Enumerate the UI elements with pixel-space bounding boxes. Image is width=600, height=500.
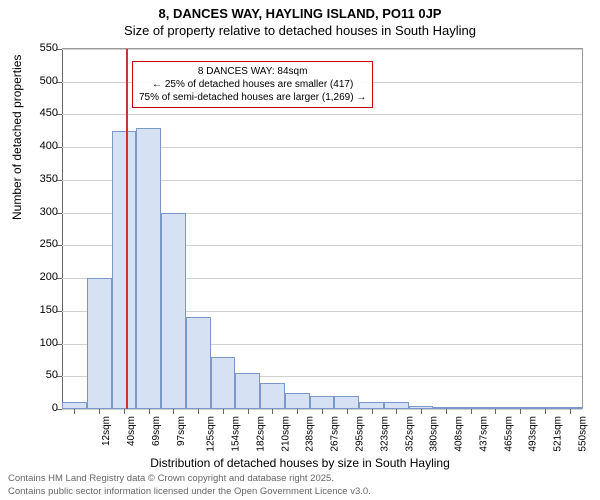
- xtick-mark: [248, 409, 249, 414]
- histogram-bar: [211, 357, 236, 409]
- xtick-mark: [74, 409, 75, 414]
- xtick-mark: [545, 409, 546, 414]
- xtick-label: 550sqm: [577, 416, 588, 452]
- xtick-mark: [272, 409, 273, 414]
- xtick-mark: [297, 409, 298, 414]
- xtick-mark: [520, 409, 521, 414]
- x-axis-label: Distribution of detached houses by size …: [0, 456, 600, 470]
- xtick-mark: [99, 409, 100, 414]
- xtick-mark: [471, 409, 472, 414]
- annotation-line: 75% of semi-detached houses are larger (…: [139, 91, 366, 104]
- xtick-mark: [149, 409, 150, 414]
- histogram-bar: [87, 278, 112, 409]
- ytick-label: 250: [18, 238, 58, 250]
- xtick-mark: [347, 409, 348, 414]
- histogram-bar: [136, 128, 161, 409]
- xtick-label: 437sqm: [478, 416, 489, 452]
- xtick-label: 267sqm: [330, 416, 341, 452]
- histogram-bar: [112, 131, 137, 409]
- gridline: [62, 114, 582, 115]
- plot-area: 8 DANCES WAY: 84sqm← 25% of detached hou…: [62, 48, 583, 409]
- histogram-bar: [235, 373, 260, 409]
- xtick-mark: [446, 409, 447, 414]
- histogram-bar: [161, 213, 186, 409]
- footer-line1: Contains HM Land Registry data © Crown c…: [8, 473, 371, 485]
- chart-container: 8, DANCES WAY, HAYLING ISLAND, PO11 0JP …: [0, 0, 600, 500]
- xtick-label: 210sqm: [280, 416, 291, 452]
- xtick-label: 154sqm: [231, 416, 242, 452]
- footer-attribution: Contains HM Land Registry data © Crown c…: [8, 473, 371, 498]
- xtick-label: 493sqm: [528, 416, 539, 452]
- marker-line: [126, 49, 128, 409]
- xtick-mark: [570, 409, 571, 414]
- xtick-label: 97sqm: [176, 416, 187, 446]
- ytick-label: 200: [18, 271, 58, 283]
- annotation-line: ← 25% of detached houses are smaller (41…: [139, 78, 366, 91]
- xtick-label: 465sqm: [503, 416, 514, 452]
- xtick-mark: [124, 409, 125, 414]
- xtick-mark: [421, 409, 422, 414]
- chart-title-main: 8, DANCES WAY, HAYLING ISLAND, PO11 0JP: [0, 0, 600, 21]
- xtick-label: 40sqm: [126, 416, 137, 446]
- gridline: [62, 49, 582, 50]
- xtick-label: 182sqm: [256, 416, 267, 452]
- ytick-label: 550: [18, 42, 58, 54]
- xtick-mark: [198, 409, 199, 414]
- xtick-mark: [173, 409, 174, 414]
- xtick-mark: [322, 409, 323, 414]
- annotation-box: 8 DANCES WAY: 84sqm← 25% of detached hou…: [132, 61, 373, 108]
- histogram-bar: [285, 393, 310, 409]
- xtick-label: 323sqm: [379, 416, 390, 452]
- footer-line2: Contains public sector information licen…: [8, 486, 371, 498]
- ytick-label: 400: [18, 140, 58, 152]
- xtick-label: 521sqm: [553, 416, 564, 452]
- xtick-mark: [372, 409, 373, 414]
- ytick-label: 50: [18, 369, 58, 381]
- annotation-line: 8 DANCES WAY: 84sqm: [139, 65, 366, 78]
- histogram-bar: [310, 396, 335, 409]
- ytick-label: 500: [18, 75, 58, 87]
- ytick-label: 150: [18, 304, 58, 316]
- histogram-bar: [260, 383, 285, 409]
- xtick-label: 69sqm: [151, 416, 162, 446]
- xtick-mark: [396, 409, 397, 414]
- xtick-label: 408sqm: [454, 416, 465, 452]
- xtick-label: 238sqm: [305, 416, 316, 452]
- xtick-label: 352sqm: [404, 416, 415, 452]
- chart-title-sub: Size of property relative to detached ho…: [0, 21, 600, 38]
- xtick-label: 295sqm: [355, 416, 366, 452]
- histogram-bar: [334, 396, 359, 409]
- xtick-label: 380sqm: [429, 416, 440, 452]
- xtick-mark: [223, 409, 224, 414]
- ytick-label: 350: [18, 173, 58, 185]
- histogram-bar: [186, 317, 211, 409]
- xtick-mark: [495, 409, 496, 414]
- ytick-label: 0: [18, 402, 58, 414]
- ytick-label: 100: [18, 337, 58, 349]
- xtick-label: 12sqm: [101, 416, 112, 446]
- ytick-label: 450: [18, 107, 58, 119]
- ytick-label: 300: [18, 206, 58, 218]
- xtick-label: 125sqm: [206, 416, 217, 452]
